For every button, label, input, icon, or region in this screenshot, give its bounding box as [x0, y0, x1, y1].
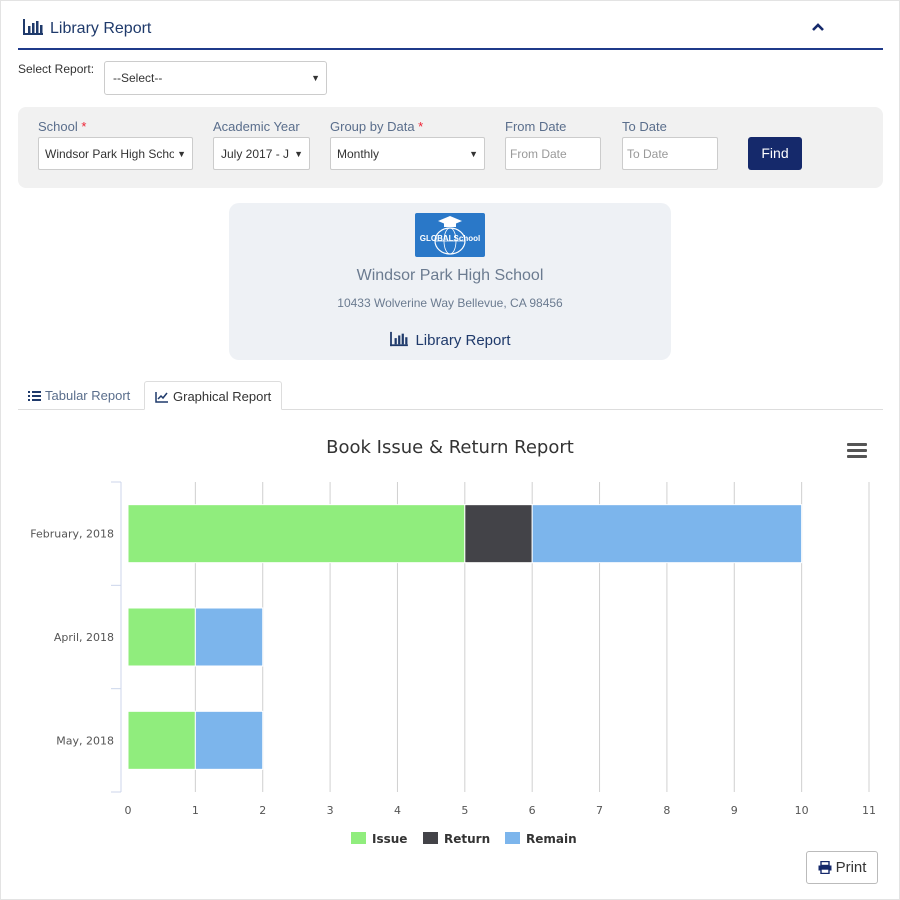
- school-address: 10433 Wolverine Way Bellevue, CA 98456: [337, 296, 563, 310]
- category-label: April, 2018: [54, 631, 114, 644]
- x-tick-label: 4: [394, 804, 401, 817]
- academic-year-value: July 2017 - J: [221, 147, 290, 161]
- bar-issue: [127, 607, 196, 667]
- tab-tabular-label: Tabular Report: [45, 388, 131, 403]
- legend-swatch: [351, 832, 366, 844]
- tab-graphical-report[interactable]: Graphical Report: [144, 381, 283, 410]
- bar-issue: [127, 710, 196, 770]
- printer-icon: [818, 860, 832, 875]
- x-tick-label: 0: [125, 804, 132, 817]
- print-button[interactable]: Print: [806, 851, 878, 884]
- select-report-value: --Select--: [113, 71, 163, 85]
- category-label: February, 2018: [30, 528, 114, 541]
- report-tabs: Tabular Report Graphical Report: [18, 381, 883, 410]
- find-button[interactable]: Find: [748, 137, 802, 170]
- school-logo: GLOBALSchool: [415, 213, 485, 257]
- card-report-label: Library Report: [415, 332, 511, 349]
- x-tick-label: 6: [529, 804, 536, 817]
- select-report-dropdown[interactable]: --Select-- ▼: [104, 61, 327, 95]
- group-by-select[interactable]: Monthly ▼: [330, 137, 485, 170]
- group-by-value: Monthly: [337, 147, 380, 161]
- academic-year-label: Academic Year: [213, 119, 300, 134]
- from-date-label: From Date: [505, 119, 567, 134]
- graduation-cap-icon: [434, 216, 466, 255]
- select-report-label: Select Report:: [18, 62, 95, 76]
- chevron-down-icon: ▼: [469, 149, 478, 159]
- line-chart-icon: [155, 392, 168, 403]
- list-icon: [28, 391, 41, 401]
- bar-chart-icon: [23, 19, 43, 35]
- category-label: May, 2018: [56, 734, 114, 747]
- bar-remain: [194, 710, 264, 770]
- page-title: Library Report: [50, 20, 152, 37]
- from-date-input[interactable]: From Date: [505, 137, 601, 170]
- bar-chart-icon: [390, 331, 409, 347]
- page-header: Library Report: [18, 14, 883, 50]
- x-tick-label: 7: [596, 804, 603, 817]
- bar-remain: [194, 607, 264, 667]
- x-tick-label: 5: [461, 804, 468, 817]
- x-tick-label: 1: [192, 804, 199, 817]
- chevron-down-icon: ▼: [311, 73, 320, 83]
- hamburger-menu-icon[interactable]: [847, 443, 867, 459]
- card-report-title: Library Report: [229, 331, 671, 349]
- print-label: Print: [835, 859, 867, 876]
- filter-panel: School * Windsor Park High Scho ▼ Academ…: [18, 107, 883, 188]
- chevron-down-icon: ▼: [291, 149, 303, 159]
- bar-return: [464, 504, 533, 564]
- x-tick-label: 11: [862, 804, 876, 817]
- tab-graphical-label: Graphical Report: [173, 389, 272, 404]
- chart-title: Book Issue & Return Report: [326, 437, 574, 458]
- chevron-down-icon: ▼: [174, 149, 186, 159]
- legend-label: Issue: [372, 832, 407, 846]
- x-tick-label: 2: [259, 804, 266, 817]
- legend-swatch: [505, 832, 520, 844]
- bar-issue: [127, 504, 466, 564]
- x-tick-label: 8: [663, 804, 670, 817]
- logo-text: GLOBALSchool: [419, 234, 481, 243]
- school-label: School *: [38, 119, 87, 134]
- legend-swatch: [423, 832, 438, 844]
- to-date-input[interactable]: To Date: [622, 137, 718, 170]
- x-tick-label: 10: [795, 804, 809, 817]
- chart: 0 1 2 3 4 5 6 7 8 9 10 11 February, 2018 April, 2018 M…: [30, 481, 876, 846]
- school-card: GLOBALSchool Windsor Park High School 10…: [229, 203, 671, 360]
- tab-tabular-report[interactable]: Tabular Report: [18, 381, 140, 410]
- group-by-label: Group by Data *: [330, 119, 424, 134]
- school-name: Windsor Park High School: [356, 267, 544, 284]
- x-tick-label: 3: [327, 804, 334, 817]
- chevron-up-icon[interactable]: [807, 16, 829, 38]
- school-select[interactable]: Windsor Park High Scho ▼: [38, 137, 193, 170]
- to-date-label: To Date: [622, 119, 667, 134]
- x-tick-label: 9: [731, 804, 738, 817]
- bar-remain: [531, 504, 803, 564]
- legend-label: Remain: [526, 832, 577, 846]
- school-select-value: Windsor Park High Scho: [45, 147, 176, 161]
- academic-year-select[interactable]: July 2017 - J ▼: [213, 137, 310, 170]
- legend-label: Return: [444, 832, 490, 846]
